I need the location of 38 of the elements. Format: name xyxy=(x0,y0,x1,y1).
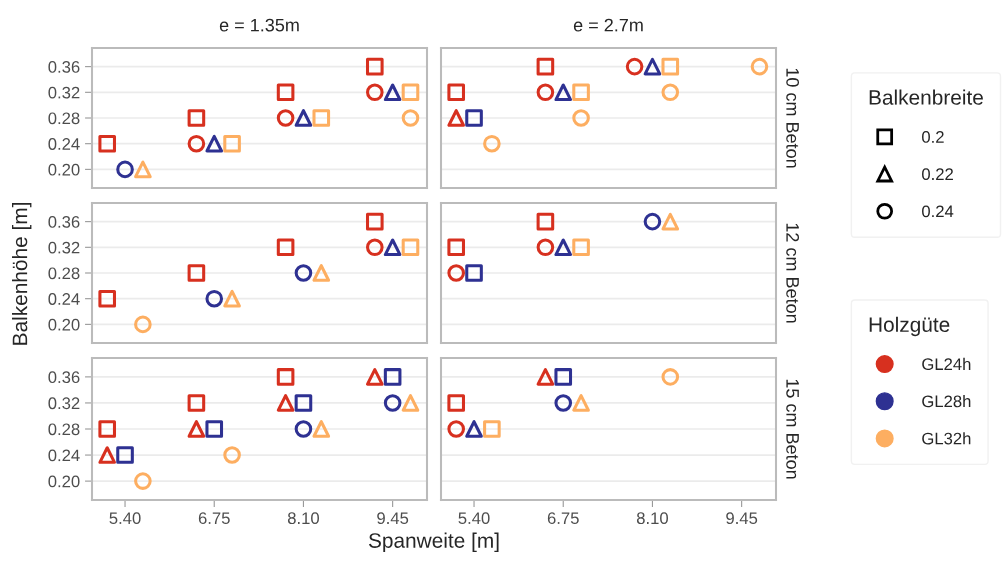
y-tick-label: 0.20 xyxy=(48,475,80,488)
x-axis-title: Spanweite [m] xyxy=(368,532,499,552)
x-tick-label: 5.40 xyxy=(109,512,141,525)
y2-axis-title: 15 cm Beton xyxy=(786,379,799,479)
x-tick-label: 6.75 xyxy=(198,512,230,525)
y2-axis-title: 10 cm Beton xyxy=(786,68,800,168)
y2-axis-title: 12 cm Beton xyxy=(786,223,800,323)
y-tick-label: 0.36 xyxy=(48,61,80,73)
y-tick-label: 0.28 xyxy=(48,112,80,125)
legend-label: 0.2 xyxy=(922,131,944,143)
x-tick-label: 8.10 xyxy=(636,512,669,525)
x-tick-label: 5.40 xyxy=(458,512,490,525)
y-tick-label: 0.36 xyxy=(48,371,80,384)
legend-label: GL32h xyxy=(922,432,971,445)
legend-label: GL28h xyxy=(922,395,971,408)
y-tick-label: 0.36 xyxy=(48,216,80,228)
y-tick-label: 0.20 xyxy=(48,318,80,331)
chart-title: e = 2.7m xyxy=(573,18,643,32)
y-tick-label: 0.28 xyxy=(48,267,80,280)
y-tick-label: 0.32 xyxy=(48,397,80,410)
y-tick-label: 0.20 xyxy=(48,163,80,176)
x-tick-label: 9.45 xyxy=(377,512,409,525)
legend-label: GL24h xyxy=(922,357,971,371)
x-tick-label: 6.75 xyxy=(547,512,579,525)
y-tick-label: 0.32 xyxy=(48,86,80,99)
y-tick-label: 0.24 xyxy=(48,138,80,150)
y-tick-label: 0.28 xyxy=(48,423,80,436)
y-tick-label: 0.32 xyxy=(48,241,80,254)
y-axis-title: Balkenhöhe [m] xyxy=(12,203,32,345)
legend-title: Holzgüte xyxy=(869,316,950,337)
x-tick-label: 8.10 xyxy=(287,512,320,525)
chart-title: e = 1.35m xyxy=(219,18,299,32)
legend-label: 0.22 xyxy=(922,168,953,181)
y-tick-label: 0.24 xyxy=(48,449,80,462)
legend-label: 0.24 xyxy=(922,205,954,218)
legend-title: Balkenbreite xyxy=(869,89,983,105)
x-tick-label: 9.45 xyxy=(726,512,758,525)
y-tick-label: 0.24 xyxy=(48,293,80,305)
